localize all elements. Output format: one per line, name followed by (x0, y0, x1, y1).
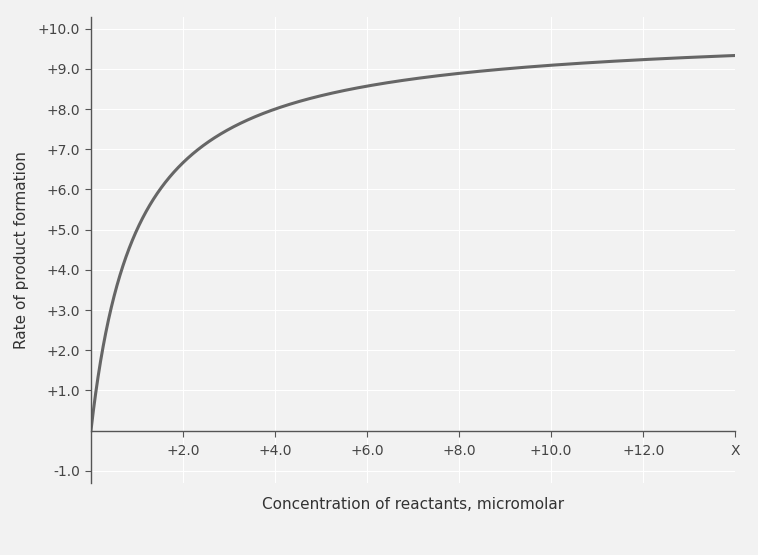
Y-axis label: Rate of product formation: Rate of product formation (14, 151, 29, 349)
X-axis label: Concentration of reactants, micromolar: Concentration of reactants, micromolar (262, 497, 564, 512)
